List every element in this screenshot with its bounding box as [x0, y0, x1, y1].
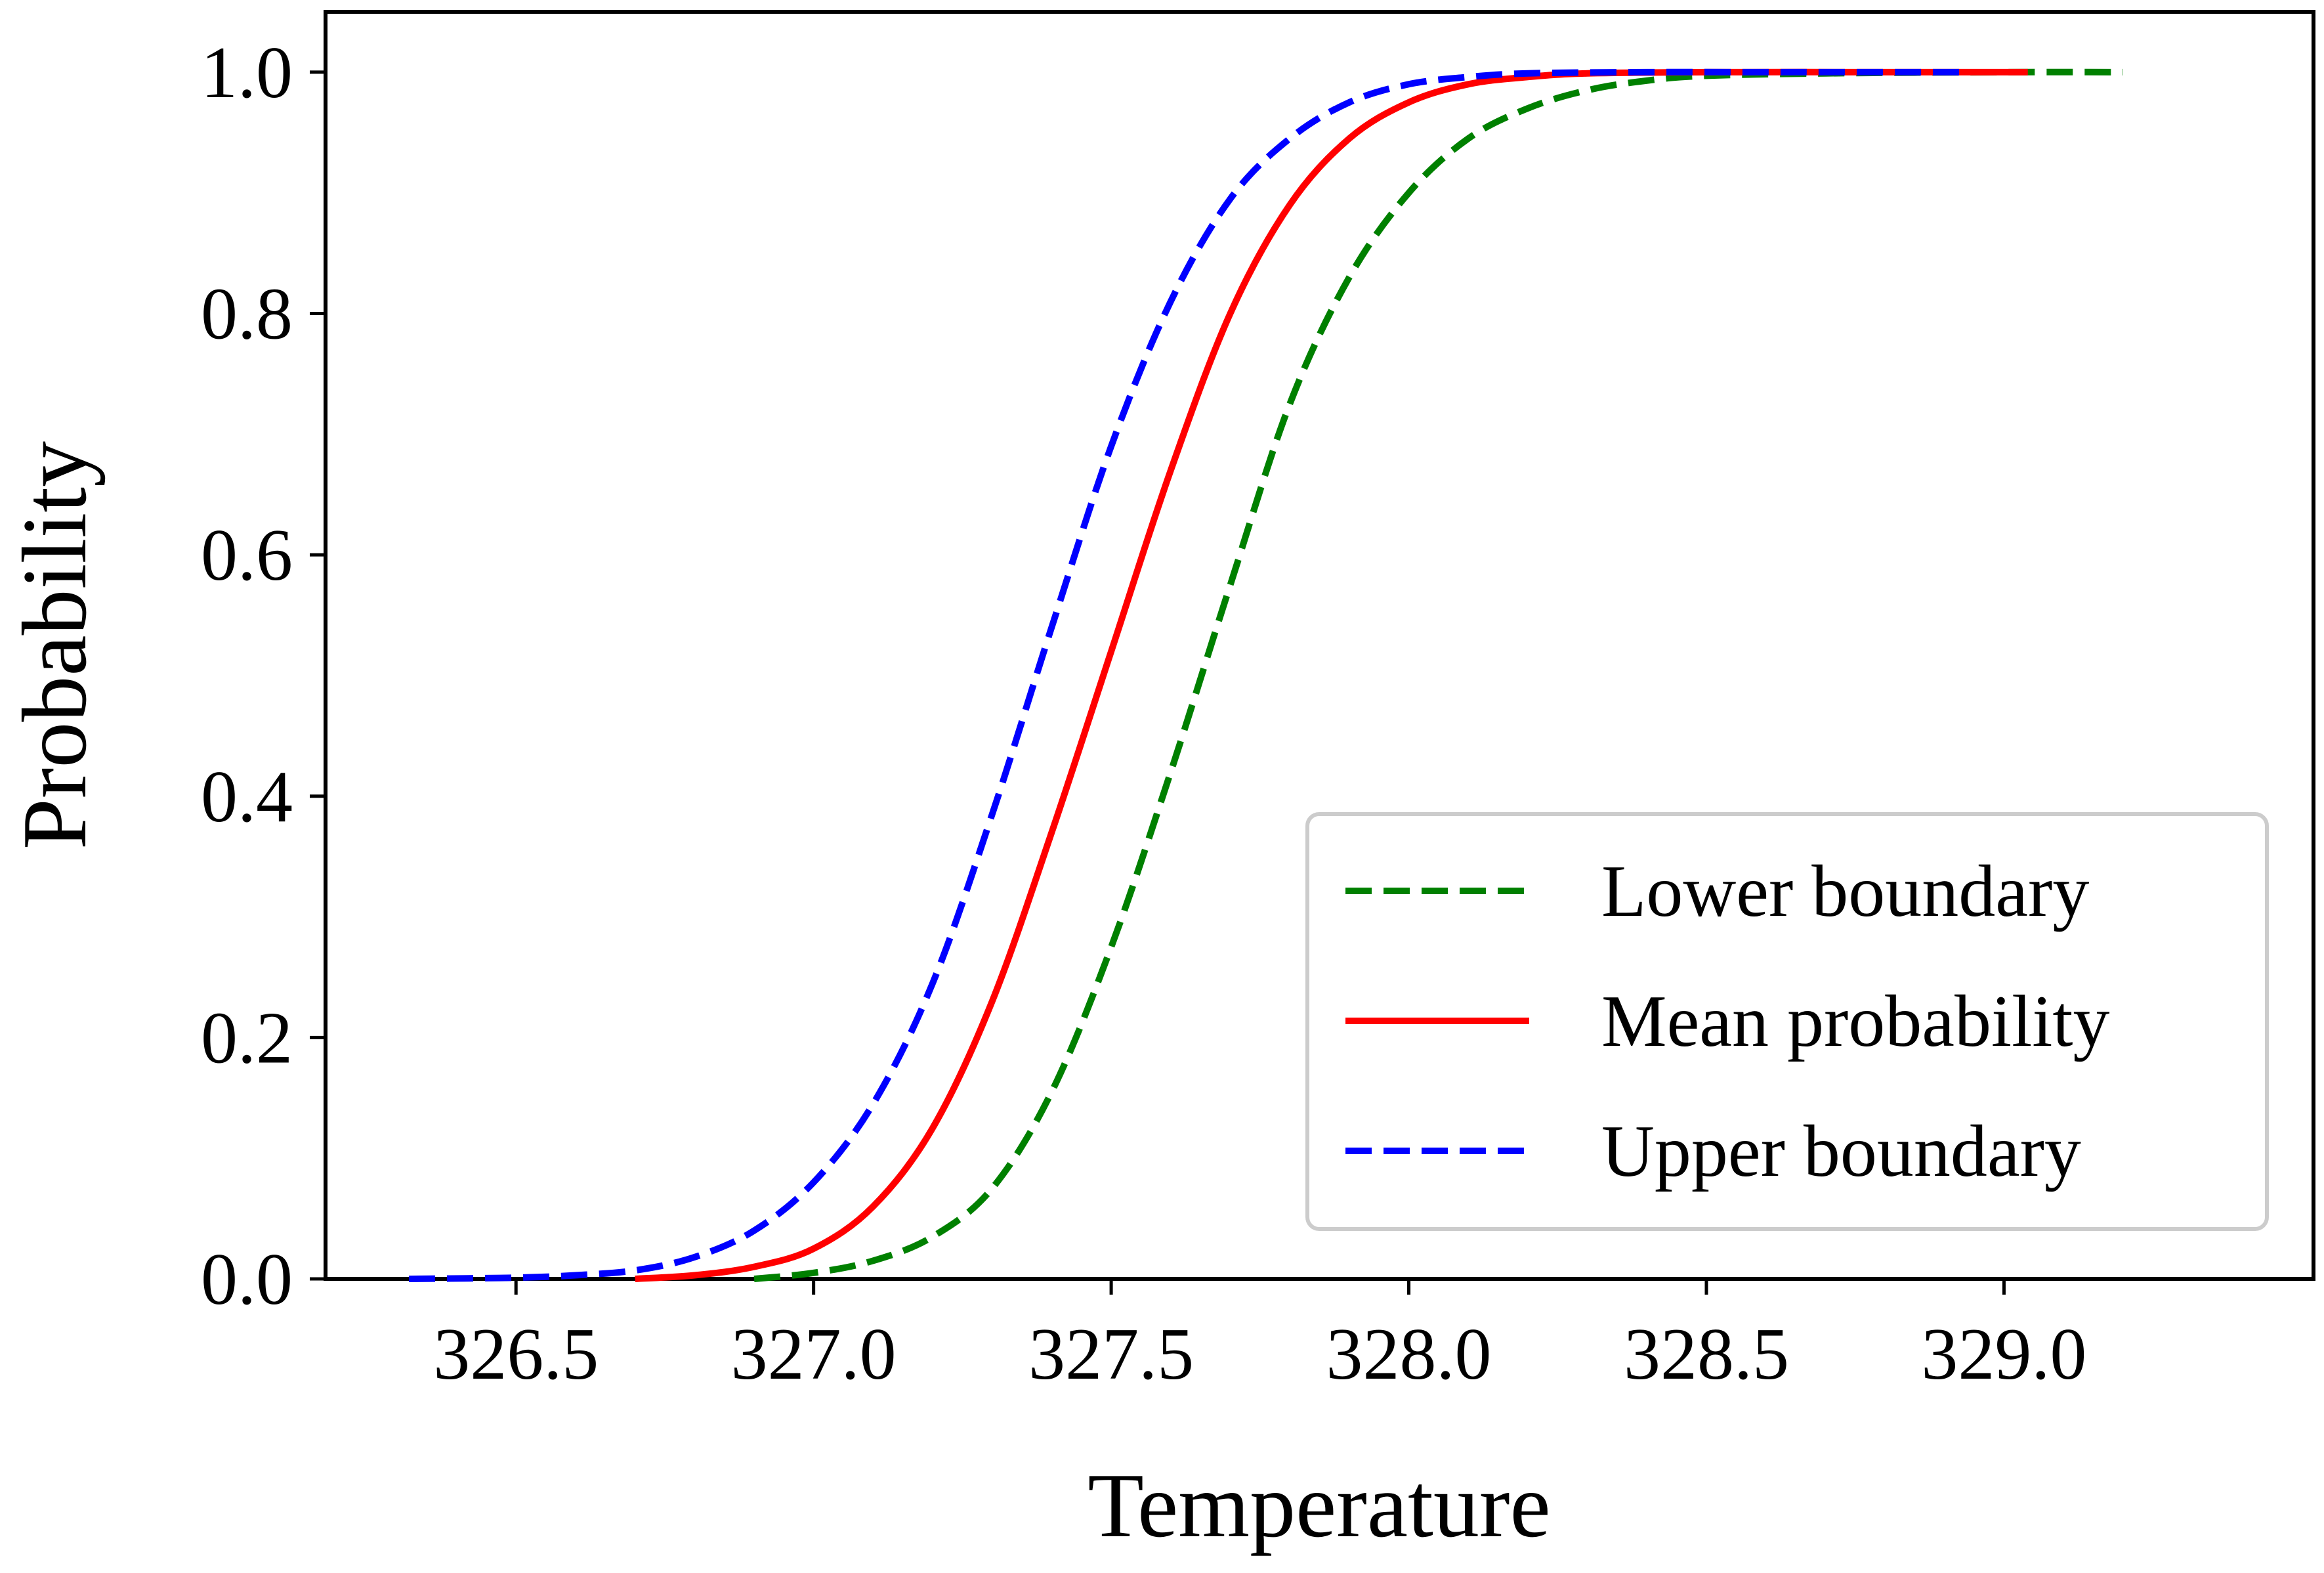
y-axis-title: Probability — [4, 441, 106, 850]
x-tick-label-4: 328.5 — [1624, 1314, 1789, 1395]
x-axis-title: Temperature — [1088, 1455, 1550, 1557]
x-tick-label-1: 327.0 — [731, 1314, 897, 1395]
legend-label-lower-boundary: Lower boundary — [1601, 851, 2089, 932]
y-tick-label-1: 0.2 — [201, 997, 293, 1079]
legend-label-mean-probability: Mean probability — [1601, 981, 2109, 1062]
series-line-upper-boundary — [408, 68, 1962, 1282]
x-tick-label-2: 327.5 — [1028, 1314, 1194, 1395]
series-lines — [408, 68, 2123, 1282]
legend-label-upper-boundary: Upper boundary — [1601, 1111, 2081, 1192]
y-tick-label-5: 1.0 — [201, 32, 293, 114]
y-axis-ticks: 0.0 0.2 0.4 0.6 0.8 1.0 — [201, 32, 326, 1320]
x-tick-label-3: 328.0 — [1326, 1314, 1492, 1395]
y-tick-label-2: 0.4 — [201, 756, 293, 838]
x-axis-ticks: 326.5 327.0 327.5 328.0 328.5 329.0 — [433, 1279, 2086, 1395]
y-tick-label-0: 0.0 — [201, 1239, 293, 1320]
legend-box — [1305, 812, 2269, 1231]
x-tick-label-0: 326.5 — [433, 1314, 599, 1395]
x-tick-label-5: 329.0 — [1921, 1314, 2086, 1395]
legend: Lower boundary Mean probability Upper boun… — [1305, 812, 2269, 1231]
plot-frame — [324, 10, 2315, 1281]
y-tick-label-3: 0.6 — [201, 515, 293, 596]
y-tick-label-4: 0.8 — [201, 274, 293, 355]
